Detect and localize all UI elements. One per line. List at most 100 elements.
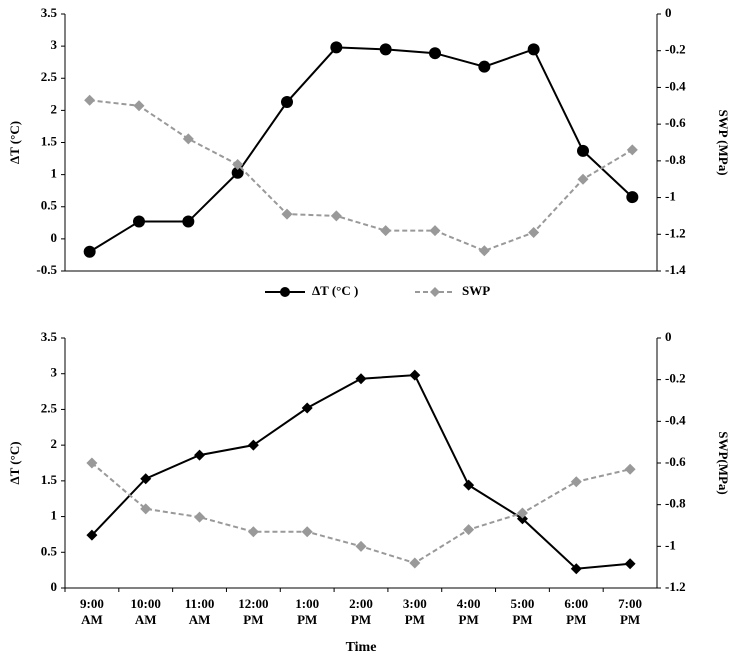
marker — [330, 41, 343, 54]
y-tick-label: 3 — [51, 37, 58, 52]
marker — [624, 558, 636, 570]
marker — [301, 526, 313, 538]
marker — [194, 511, 206, 523]
marker — [83, 245, 96, 258]
marker — [281, 96, 293, 109]
x-tick-label: 2:00 PM — [349, 596, 373, 627]
marker — [626, 144, 638, 156]
y2-tick-label: 0 — [665, 5, 672, 20]
marker — [84, 94, 96, 106]
marker — [430, 287, 440, 297]
y-tick-label: 0 — [51, 579, 58, 594]
marker — [380, 225, 392, 237]
marker — [570, 476, 582, 488]
marker — [624, 463, 636, 475]
y-tick-label: 1 — [51, 508, 58, 523]
y-tick-label: 2 — [51, 101, 58, 116]
y2-tick-label: -0.6 — [665, 454, 686, 469]
x-tick-label: 5:00 PM — [510, 596, 535, 627]
y-tick-label: 2 — [51, 436, 58, 451]
y2-tick-label: -1 — [665, 537, 676, 552]
series-line — [91, 374, 631, 570]
x-tick-label: 3:00 PM — [402, 596, 427, 627]
y2-tick-label: -0.2 — [665, 371, 686, 386]
marker — [379, 43, 392, 56]
x-tick-label: 10:00 AM — [130, 596, 161, 627]
x-tick-label: 1:00 PM — [295, 596, 320, 627]
marker — [429, 47, 441, 60]
x-tick-label: 4:00 PM — [456, 596, 481, 627]
marker — [478, 60, 491, 73]
x-tick-label: 7:00 PM — [618, 596, 642, 627]
x-tick-label: 11:00 AM — [184, 596, 215, 627]
marker — [527, 43, 540, 56]
y-tick-label: 0 — [51, 230, 58, 245]
marker — [463, 479, 475, 491]
marker — [409, 557, 421, 569]
y-axis-label: ΔT (°C) — [7, 121, 22, 164]
marker — [133, 100, 145, 112]
marker — [247, 439, 259, 451]
y2-tick-label: -1 — [665, 189, 676, 204]
marker — [182, 133, 194, 145]
y2-tick-label: -1.4 — [665, 262, 686, 277]
y2-tick-label: -0.4 — [665, 412, 686, 427]
y2-tick-label: -0.6 — [665, 115, 686, 130]
marker — [478, 245, 490, 257]
marker — [182, 215, 195, 228]
y-tick-label: 0.5 — [41, 543, 58, 558]
series-line — [89, 99, 633, 252]
x-tick-label: 12:00 PM — [238, 596, 269, 627]
marker — [140, 473, 152, 485]
y2-tick-label: -0.8 — [665, 496, 686, 511]
x-tick-label: 6:00 PM — [564, 596, 589, 627]
y-tick-label: 2.5 — [41, 69, 58, 84]
marker — [429, 225, 441, 237]
marker — [86, 529, 98, 541]
series-line — [89, 46, 634, 253]
marker — [516, 507, 528, 519]
marker — [570, 563, 582, 575]
y2-tick-label: 0 — [665, 329, 672, 344]
x-axis-label: Time — [346, 640, 377, 655]
marker — [231, 166, 244, 179]
marker — [528, 226, 540, 238]
marker — [409, 369, 421, 381]
y-tick-label: 3.5 — [41, 5, 58, 20]
marker — [232, 159, 244, 171]
y-tick-label: -0.5 — [36, 262, 57, 277]
marker — [281, 208, 293, 220]
marker — [577, 173, 589, 185]
marker — [355, 540, 367, 552]
y-axis-label: ΔT (°C) — [7, 441, 22, 484]
y2-axis-label: SWP (MPa) — [716, 109, 731, 175]
y2-tick-label: -1.2 — [665, 225, 686, 240]
y-tick-label: 2.5 — [41, 400, 58, 415]
marker — [247, 526, 259, 538]
marker — [330, 210, 342, 222]
y2-tick-label: -0.2 — [665, 42, 686, 57]
marker — [280, 287, 290, 297]
marker — [140, 503, 152, 515]
marker — [301, 402, 313, 414]
marker — [133, 215, 145, 228]
y2-tick-label: -0.8 — [665, 152, 686, 167]
y-tick-label: 3 — [51, 365, 58, 380]
marker — [626, 191, 639, 204]
x-tick-label: 9:00 AM — [79, 596, 104, 627]
y-tick-label: 1.5 — [41, 133, 58, 148]
y2-axis-label: SWP(MPa) — [716, 431, 731, 495]
marker — [194, 449, 206, 461]
legend-label: SWP — [462, 283, 490, 298]
legend-label: ΔT (°C ) — [312, 283, 358, 298]
marker — [463, 524, 475, 536]
y2-tick-label: -1.2 — [665, 579, 686, 594]
y-tick-label: 0.5 — [41, 198, 58, 213]
y-tick-label: 3.5 — [41, 329, 58, 344]
marker — [516, 513, 528, 525]
marker — [86, 457, 98, 469]
y-tick-label: 1.5 — [41, 472, 58, 487]
y2-tick-label: -0.4 — [665, 78, 686, 93]
